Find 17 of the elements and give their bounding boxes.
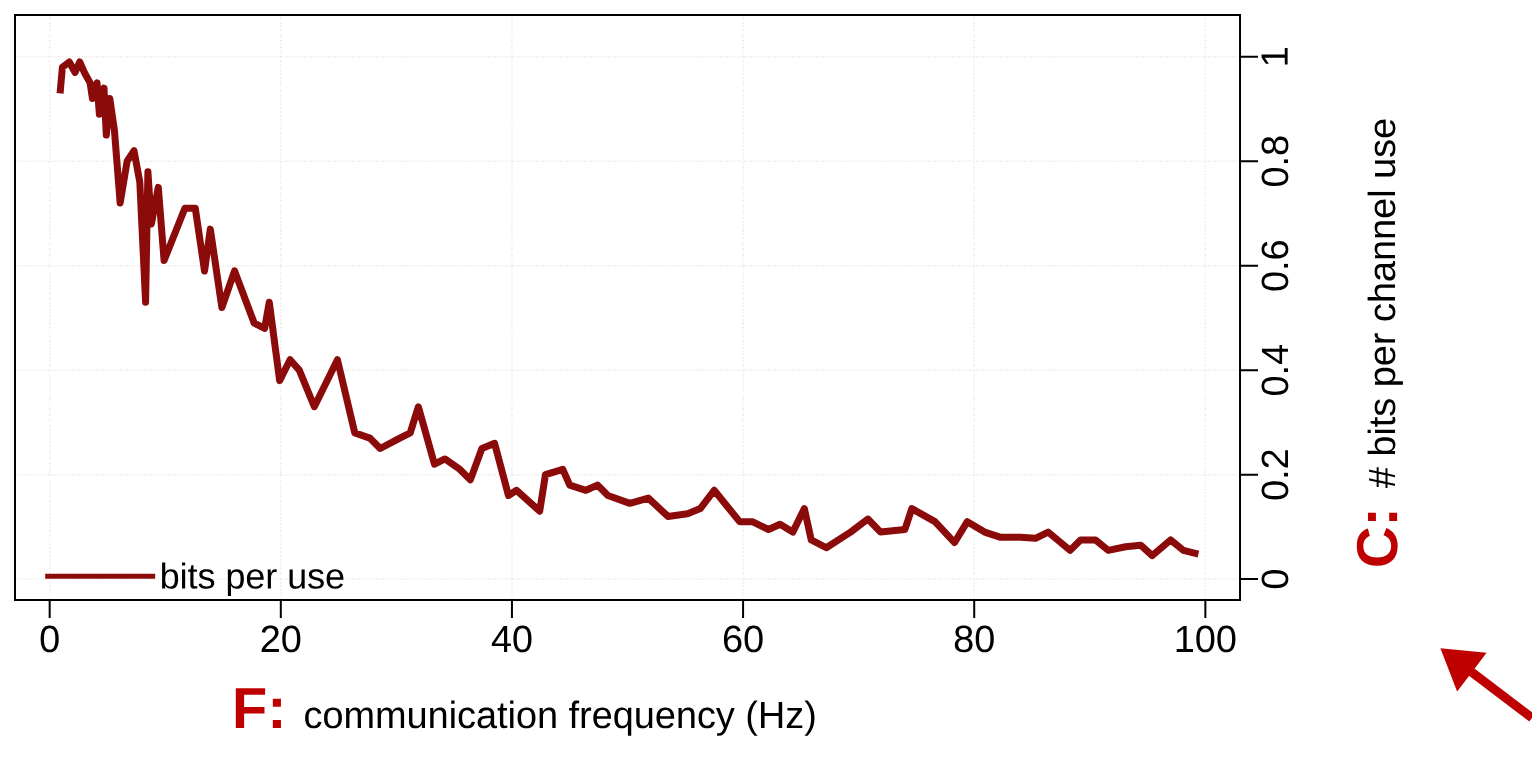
x-tick-label: 40 [491, 625, 532, 653]
y-tick-label: 0.8 [1261, 136, 1289, 187]
y-tick-label: 0.4 [1261, 344, 1289, 395]
y-tick-label: 1 [1261, 48, 1288, 65]
y-axis-title: # bits per channel use [1367, 119, 1403, 489]
text: F: [235, 688, 281, 728]
x-tick-label: 0 [40, 625, 59, 653]
y-tick-label: 0.2 [1261, 450, 1289, 500]
y-tick-label: 0.6 [1261, 241, 1289, 291]
text: C: [1356, 512, 1398, 566]
x-tick-label: 100 [1176, 625, 1236, 653]
x-axis-title: communication frequency (Hz) [305, 700, 815, 736]
legend-label: bits per use [162, 562, 344, 596]
y-tick-label: 0 [1261, 570, 1289, 589]
x-tick-label: 20 [261, 625, 301, 653]
x-tick-label: 60 [723, 625, 763, 653]
x-tick-label: 80 [954, 625, 994, 653]
